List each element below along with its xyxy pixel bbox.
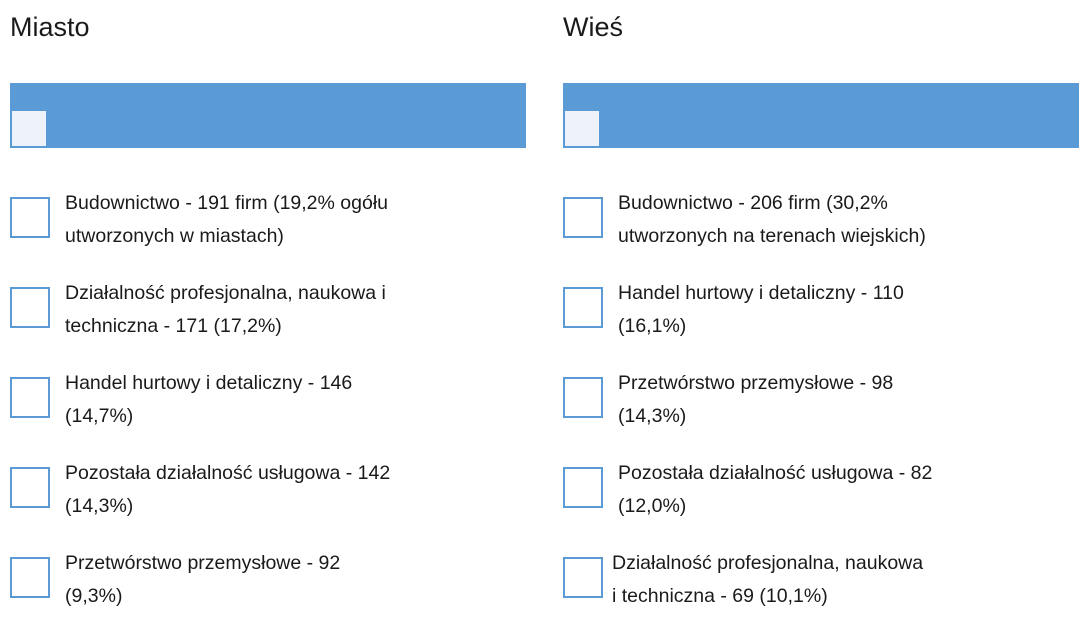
item-line: (14,3%) [618, 405, 687, 427]
item-text: Handel hurtowy i detaliczny - 110 (16,1%) [618, 277, 904, 343]
checkbox [563, 197, 603, 238]
item-line: techniczna - 171 (17,2%) [65, 315, 282, 337]
item-line: Działalność profesjonalna, naukowa [612, 552, 924, 574]
list-item: Przetwórstwo przemysłowe - 98 (14,3%) [563, 367, 1079, 447]
list-item: Działalność profesjonalna, naukowa i tech… [10, 277, 526, 357]
list-item: Handel hurtowy i detaliczny - 146 (14,7%) [10, 367, 526, 447]
item-line: utworzonych w miastach) [65, 225, 284, 247]
item-line: (14,3%) [65, 495, 134, 517]
header-square [12, 111, 46, 146]
column: Wieś Budownictwo - 206 firm (30,2% utworzo… [563, 0, 1079, 607]
item-text: Budownictwo - 191 firm (19,2% ogółu utwor… [65, 187, 388, 253]
header-bar [10, 83, 526, 148]
item-line: (9,3%) [65, 585, 123, 607]
list-item: Pozostała działalność usługowa - 142 (14,… [10, 457, 526, 537]
column: Miasto Budownictwo - 191 firm (19,2% ogół… [10, 0, 526, 607]
item-line: Pozostała działalność usługowa - 82 [618, 462, 933, 484]
item-line: Budownictwo - 206 firm (30,2% [618, 192, 888, 214]
page: {"columns": [ {"title": "Miasto", "items… [10, 0, 1079, 607]
item-text: Działalność profesjonalna, naukowa i tech… [612, 547, 923, 613]
item-text: Przetwórstwo przemysłowe - 92 (9,3%) [65, 547, 340, 613]
checkbox [563, 287, 603, 328]
item-line: (12,0%) [618, 495, 687, 517]
item-line: Budownictwo - 191 firm (19,2% ogółu [65, 192, 388, 214]
column-title: Miasto [10, 12, 90, 42]
item-text: Handel hurtowy i detaliczny - 146 (14,7%) [65, 367, 352, 433]
checkbox [563, 467, 603, 508]
checkbox [10, 377, 50, 418]
item-line: Działalność profesjonalna, naukowa i [65, 282, 386, 304]
item-text: Działalność profesjonalna, naukowa i tech… [65, 277, 386, 343]
item-line: utworzonych na terenach wiejskich) [618, 225, 926, 247]
checkbox [563, 377, 603, 418]
item-line: i techniczna - 69 (10,1%) [612, 585, 828, 607]
item-line: (16,1%) [618, 315, 687, 337]
item-line: Handel hurtowy i detaliczny - 110 [618, 282, 904, 304]
item-line: (14,7%) [65, 405, 134, 427]
item-line: Przetwórstwo przemysłowe - 92 [65, 552, 341, 574]
column-title: Wieś [563, 12, 623, 42]
checkbox [563, 557, 603, 598]
header-square [565, 111, 599, 146]
list-item: Budownictwo - 206 firm (30,2% utworzonych… [563, 187, 1079, 267]
list-item: Budownictwo - 191 firm (19,2% ogółu utwor… [10, 187, 526, 267]
item-text: Budownictwo - 206 firm (30,2% utworzonych… [618, 187, 926, 253]
item-text: Pozostała działalność usługowa - 142 (14,… [65, 457, 390, 523]
list-item: Pozostała działalność usługowa - 82 (12,0… [563, 457, 1079, 537]
checkbox [10, 197, 50, 238]
item-line: Pozostała działalność usługowa - 142 [65, 462, 391, 484]
item-text: Przetwórstwo przemysłowe - 98 (14,3%) [618, 367, 893, 433]
checkbox [10, 467, 50, 508]
item-text: Pozostała działalność usługowa - 82 (12,0… [618, 457, 932, 523]
header-bar [563, 83, 1079, 148]
list-item: Handel hurtowy i detaliczny - 110 (16,1%) [563, 277, 1079, 357]
checkbox [10, 557, 50, 598]
item-line: Przetwórstwo przemysłowe - 98 [618, 372, 894, 394]
checkbox [10, 287, 50, 328]
list-item: Działalność profesjonalna, naukowa i tech… [563, 547, 1079, 627]
list-item: Przetwórstwo przemysłowe - 92 (9,3%) [10, 547, 526, 627]
item-line: Handel hurtowy i detaliczny - 146 [65, 372, 353, 394]
